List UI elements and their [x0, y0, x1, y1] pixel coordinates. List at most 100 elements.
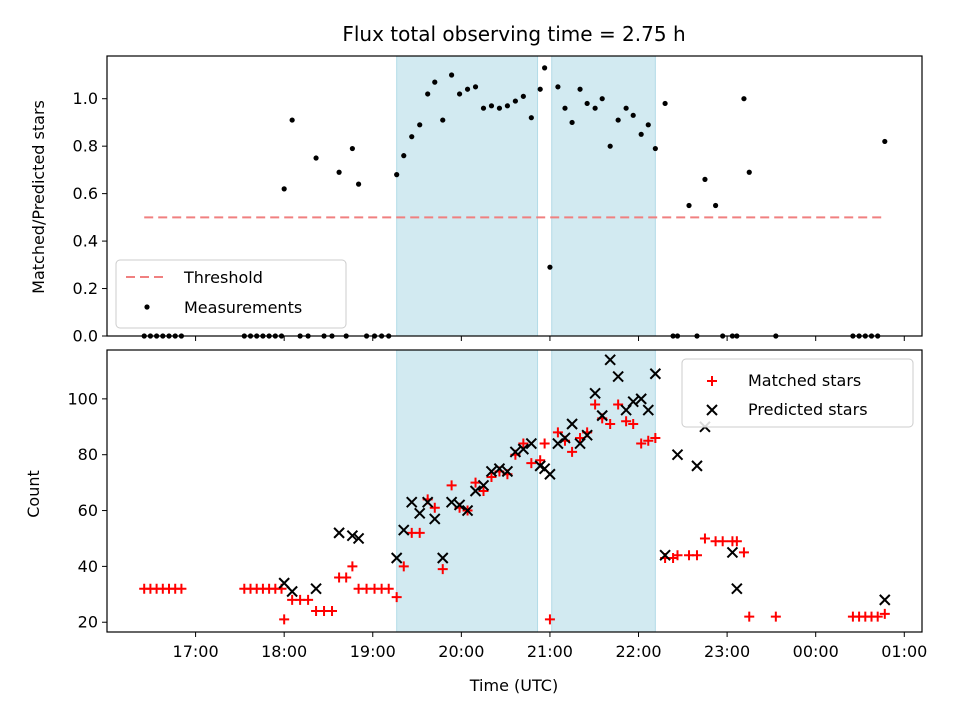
predicted-point	[333, 527, 345, 539]
data-point	[712, 202, 719, 209]
legend-measurements-swatch	[144, 304, 150, 310]
data-point	[349, 145, 355, 152]
predicted-point	[525, 437, 538, 450]
legend-matched-swatch	[707, 376, 717, 386]
data-point	[630, 112, 636, 118]
predicted-point	[566, 418, 578, 430]
predicted-point	[429, 513, 441, 525]
x-axis-label: Time (UTC)	[469, 676, 558, 695]
matched-point	[279, 614, 290, 625]
plot-frame	[106, 349, 923, 633]
data-point	[599, 96, 605, 102]
predicted-point	[390, 552, 403, 564]
matched-point	[383, 583, 394, 594]
data-point	[472, 84, 479, 90]
data-point	[652, 145, 658, 152]
series-predicted-stars	[278, 354, 891, 606]
matched-point	[176, 583, 187, 594]
data-point	[417, 122, 423, 128]
predicted-point	[461, 504, 474, 517]
matched-point	[552, 427, 563, 438]
y-tick-label: 0.8	[73, 137, 98, 156]
matched-point	[429, 502, 440, 513]
y-tick-label: 0.4	[73, 232, 98, 251]
predicted-point	[642, 404, 654, 416]
matched-point	[650, 432, 661, 443]
matched-point	[621, 416, 632, 427]
data-point	[577, 86, 583, 92]
data-point	[569, 119, 575, 126]
predicted-point	[437, 552, 449, 564]
matched-point	[590, 399, 601, 410]
matched-point	[628, 418, 639, 429]
data-point	[440, 117, 446, 123]
y-axis-label-ratio: Matched/Predicted stars	[29, 100, 48, 294]
matched-point	[327, 606, 338, 617]
predicted-point	[726, 546, 739, 559]
matched-point	[478, 486, 489, 496]
predicted-point	[604, 354, 616, 366]
x-tick-label: 19:00	[350, 642, 396, 661]
x-tick-label: 20:00	[438, 642, 484, 661]
data-point	[592, 105, 598, 111]
predicted-point	[286, 585, 298, 598]
data-point	[882, 138, 888, 145]
data-point	[313, 155, 319, 161]
legend: Threshold Measurements	[115, 259, 347, 329]
matched-point	[398, 561, 409, 572]
x-tick-label: 01:00	[881, 642, 927, 661]
data-point	[645, 122, 651, 128]
data-point	[686, 202, 692, 209]
data-point	[449, 72, 455, 78]
data-point	[480, 105, 487, 111]
predicted-point	[559, 432, 571, 444]
data-point	[741, 96, 747, 102]
data-point	[432, 79, 438, 85]
data-point	[289, 117, 295, 123]
data-point	[496, 105, 503, 111]
matched-point	[567, 446, 578, 457]
y-tick-label: 40	[78, 557, 98, 576]
x-tick-label: 23:00	[704, 642, 750, 661]
plot-frame	[106, 55, 923, 337]
predicted-point	[596, 409, 608, 422]
predicted-point	[612, 370, 624, 383]
matched-point	[636, 438, 647, 449]
matched-point	[486, 472, 497, 483]
predicted-point	[627, 395, 639, 408]
matched-point	[303, 594, 314, 605]
shaded-span-0	[396, 55, 539, 337]
data-point	[584, 100, 590, 107]
panel-ratio: 0.0 0.2 0.4 0.6 0.8 1.0 Threshold Measurements	[73, 55, 923, 346]
matched-point	[341, 572, 352, 583]
predicted-point	[485, 465, 498, 478]
shaded-span-1	[551, 349, 656, 633]
data-point	[401, 153, 407, 159]
series-measurements	[141, 65, 888, 339]
matched-point	[879, 608, 890, 619]
data-point	[512, 98, 518, 104]
y-tick-label: 0.0	[73, 327, 98, 346]
series-matched-stars	[139, 399, 890, 625]
predicted-point	[509, 446, 522, 458]
legend-label: Threshold	[183, 268, 263, 287]
data-point	[562, 105, 568, 111]
predicted-point	[477, 479, 490, 492]
matched-point	[613, 399, 624, 410]
matched-point	[470, 477, 481, 488]
legend-box	[115, 259, 347, 329]
data-point	[281, 186, 287, 192]
matched-point	[539, 438, 550, 449]
shaded-span-0	[396, 349, 539, 633]
predicted-point	[731, 583, 743, 595]
matched-point	[717, 536, 728, 547]
data-point	[615, 117, 621, 123]
data-point	[528, 115, 534, 121]
predicted-point	[517, 443, 530, 455]
matched-point	[518, 438, 529, 449]
y-tick-label: 80	[78, 445, 98, 464]
matched-point	[744, 611, 755, 622]
y-axis-label-count: Count	[24, 470, 43, 518]
y-tick-label: 60	[78, 501, 98, 520]
